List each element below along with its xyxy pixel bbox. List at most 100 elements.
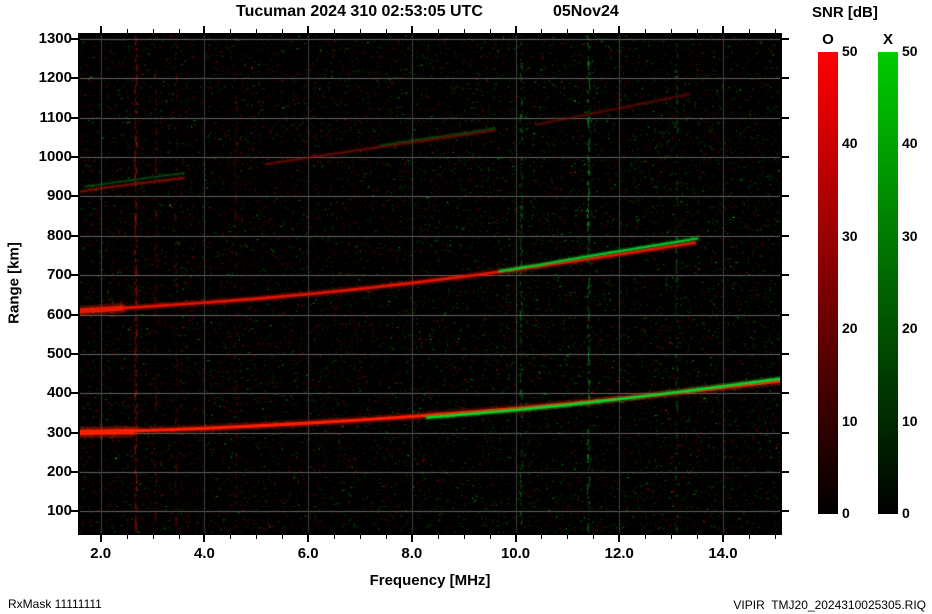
y-tick-label: 1100 <box>39 108 72 126</box>
x-tick-top <box>99 26 102 33</box>
y-tick <box>71 510 78 513</box>
y-axis-label: Range [km] <box>5 242 23 324</box>
x-tick-top <box>203 26 206 33</box>
snr-o-colorbar <box>818 52 838 514</box>
snr-o-tick-label: 50 <box>842 43 858 59</box>
x-minor-tick-top <box>593 29 595 33</box>
x-minor-tick-top <box>437 29 439 33</box>
snr-o-tick-label: 0 <box>842 505 850 521</box>
y-tick-right <box>782 510 789 513</box>
x-mode-label: X <box>882 31 893 48</box>
snr-o-tick-label: 40 <box>842 135 858 152</box>
x-minor-tick <box>541 535 543 539</box>
x-minor-tick <box>126 535 128 539</box>
x-minor-tick <box>360 535 361 539</box>
date-label: 05Nov24 <box>553 3 619 20</box>
x-minor-tick-top <box>463 29 465 33</box>
x-tick-top <box>618 26 621 33</box>
snr-o-tick-label: 10 <box>842 412 858 429</box>
snr-x-tick-label: 10 <box>902 412 918 429</box>
x-tick-top <box>514 26 517 33</box>
x-tick <box>203 535 206 542</box>
snr-x-tick-label: 50 <box>902 43 918 59</box>
x-minor-tick-top <box>385 29 387 33</box>
y-tick-right <box>782 352 789 355</box>
x-minor-tick <box>437 535 439 539</box>
x-minor-tick <box>152 535 154 539</box>
y-tick-label: 200 <box>46 462 72 480</box>
snr-x-tick-label: 30 <box>902 227 918 244</box>
x-tick-label: 4.0 <box>194 545 215 562</box>
x-minor-tick-top <box>256 29 258 33</box>
y-tick <box>71 352 78 355</box>
y-tick-label: 400 <box>46 384 72 402</box>
y-tick <box>71 77 78 80</box>
x-minor-tick <box>230 535 232 539</box>
snr-o-tick-label: 30 <box>842 227 858 244</box>
x-minor-tick <box>774 535 776 539</box>
x-minor-tick <box>282 535 284 539</box>
y-tick-right <box>782 37 789 40</box>
y-tick-right <box>782 470 789 473</box>
x-minor-tick-top <box>671 29 673 33</box>
y-tick-right <box>782 156 789 159</box>
x-minor-tick-top <box>360 29 361 33</box>
x-minor-tick-top <box>230 29 232 33</box>
snr-x-tick-label: 20 <box>902 320 918 337</box>
x-tick <box>410 535 413 542</box>
y-tick-right <box>782 274 789 277</box>
x-minor-tick-top <box>178 29 180 33</box>
x-tick <box>618 535 621 542</box>
snr-x-tick-label: 40 <box>902 135 918 152</box>
x-tick-label: 10.0 <box>500 545 531 562</box>
x-tick <box>307 535 310 542</box>
x-tick-top <box>721 26 724 33</box>
y-tick <box>71 313 78 316</box>
x-minor-tick <box>385 535 387 539</box>
x-minor-tick-top <box>126 29 128 33</box>
y-tick-label: 600 <box>46 305 72 323</box>
y-tick-label: 500 <box>46 344 72 362</box>
y-tick-label: 1200 <box>38 69 72 87</box>
x-minor-tick <box>645 535 647 539</box>
y-tick-label: 900 <box>46 187 72 205</box>
snr-colorbar-title: SNR [dB] <box>812 4 878 21</box>
x-minor-tick-top <box>489 29 491 33</box>
y-tick-right <box>782 431 789 434</box>
x-minor-tick-top <box>282 29 284 33</box>
x-minor-tick <box>671 535 673 539</box>
x-tick-top <box>307 26 310 33</box>
snr-o-tick-label: 20 <box>842 320 858 337</box>
y-tick <box>71 431 78 434</box>
x-minor-tick-top <box>645 29 647 33</box>
x-minor-tick <box>567 535 569 539</box>
x-minor-tick-top <box>152 29 154 33</box>
y-tick-label: 300 <box>46 423 72 441</box>
x-tick-label: 8.0 <box>401 545 423 562</box>
x-minor-tick <box>697 535 699 539</box>
y-tick-label: 1300 <box>38 29 72 47</box>
x-minor-tick-top <box>334 29 336 33</box>
x-minor-tick-top <box>774 29 776 33</box>
y-tick-right <box>782 234 789 237</box>
y-tick <box>71 156 78 159</box>
x-minor-tick <box>489 535 491 539</box>
x-tick-top <box>410 26 413 33</box>
y-tick-right <box>782 313 789 316</box>
x-minor-tick-top <box>541 29 543 33</box>
x-minor-tick-top <box>748 29 750 33</box>
x-axis-label: Frequency [MHz] <box>369 572 491 589</box>
x-tick-label: 2.0 <box>90 545 112 562</box>
y-tick-right <box>782 116 789 119</box>
x-tick-label: 12.0 <box>604 545 634 562</box>
x-tick <box>514 535 517 542</box>
y-tick <box>71 37 78 40</box>
y-tick <box>71 116 78 119</box>
x-minor-tick-top <box>567 29 569 33</box>
x-tick-label: 14.0 <box>708 545 738 562</box>
y-tick-label: 700 <box>46 266 72 284</box>
x-minor-tick <box>748 535 750 539</box>
snr-x-colorbar <box>878 52 898 514</box>
ionogram-plot <box>80 35 780 533</box>
